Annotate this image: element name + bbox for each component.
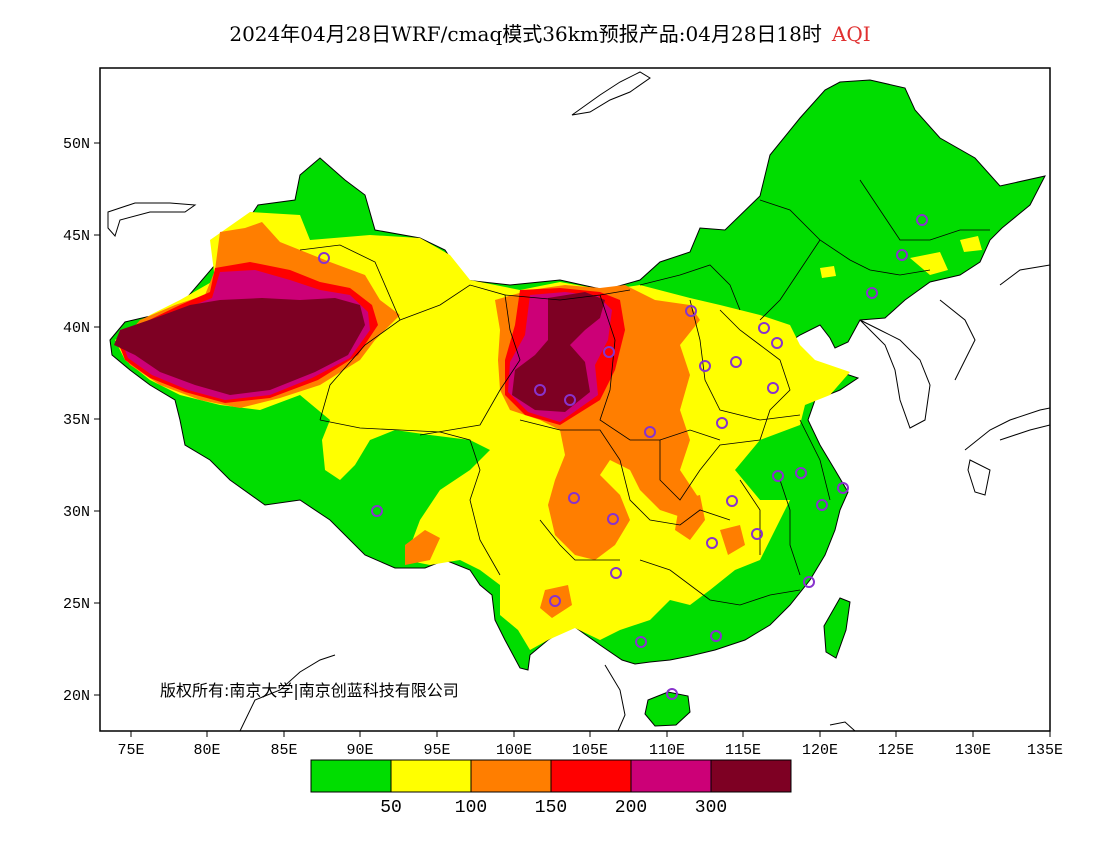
city-marker [758,322,770,334]
city-marker [803,576,815,588]
city-marker [603,346,615,358]
city-marker [568,492,580,504]
city-marker [610,567,622,579]
hainan-island [644,691,691,727]
lat-label: 45N [63,228,90,245]
lat-label: 20N [63,688,90,705]
aqi-patch-hazardous-central [512,292,605,412]
colorbar-label: 300 [695,798,727,818]
city-marker [771,337,783,349]
lat-label: 30N [63,504,90,521]
colorbar-label: 200 [615,798,647,818]
city-marker [730,356,742,368]
lat-label: 40N [63,320,90,337]
colorbar-label: 50 [380,798,402,818]
colorbar-segment [470,759,552,793]
colorbar-segment [550,759,632,793]
lat-label: 35N [63,412,90,429]
lon-label: 130E [955,742,991,759]
city-marker [635,636,647,648]
city-marker [318,252,330,264]
city-marker [866,287,878,299]
lon-label: 80E [193,742,220,759]
lon-label: 135E [1027,742,1063,759]
plot-border [99,67,1051,732]
lat-label: 50N [63,136,90,153]
colorbar-label: 100 [455,798,487,818]
city-marker [706,537,718,549]
city-marker [896,249,908,261]
city-marker [644,426,656,438]
taiwan-island [823,597,851,659]
city-marker [607,513,619,525]
colorbar-segment [630,759,712,793]
lon-label: 105E [572,742,608,759]
lon-axis: 75E 80E 85E 90E 95E 100E 105E 110E 115E … [117,731,1063,759]
colorbar-segment [310,759,392,793]
colorbar: 50 100 150 200 300 [310,759,792,818]
city-marker [751,528,763,540]
city-marker [726,495,738,507]
lon-label: 95E [423,742,450,759]
city-marker [767,382,779,394]
title-main: 2024年04月28日WRF/cmaq模式36km预报产品:04月28日18时 [229,22,822,46]
city-markers [318,214,928,700]
city-marker [534,384,546,396]
colorbar-label: 150 [535,798,567,818]
coastlines [107,71,1050,731]
lon-label: 75E [117,742,144,759]
lon-label: 115E [725,742,761,759]
city-marker [716,417,728,429]
lon-label: 125E [878,742,914,759]
colorbar-segment [390,759,472,793]
city-marker [710,630,722,642]
aqi-patch-ne [820,236,982,278]
city-marker [916,214,928,226]
city-marker [837,482,849,494]
lon-label: 100E [496,742,532,759]
city-marker [371,505,383,517]
lat-label: 25N [63,596,90,613]
aqi-zone-hazardous [114,298,365,395]
city-marker [666,688,678,700]
city-marker [549,595,561,607]
colorbar-segment [710,759,792,793]
city-marker [816,499,828,511]
map-title: 2024年04月28日WRF/cmaq模式36km预报产品:04月28日18时 A… [0,18,1100,47]
title-variable: AQI [831,22,871,46]
lon-label: 110E [649,742,685,759]
province-boundaries [299,179,990,606]
city-marker [564,394,576,406]
lat-axis: 50N 45N 40N 35N 30N 25N 20N [63,136,100,705]
copyright-text: 版权所有:南京大学|南京创蓝科技有限公司 [160,681,459,700]
lon-label: 85E [270,742,297,759]
map-area: 版权所有:南京大学|南京创蓝科技有限公司 [100,68,1050,731]
lon-label: 90E [346,742,373,759]
city-marker [685,305,697,317]
lon-label: 120E [802,742,838,759]
city-marker [795,467,807,479]
city-marker [699,360,711,372]
city-marker [772,470,784,482]
